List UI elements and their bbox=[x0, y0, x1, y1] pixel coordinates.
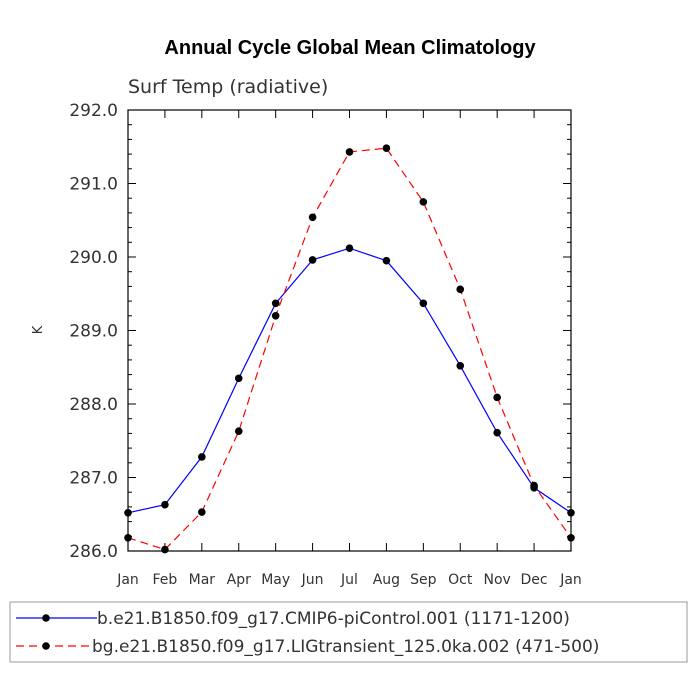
data-point-series-1 bbox=[345, 148, 354, 156]
y-tick-label: 290.0 bbox=[69, 248, 118, 268]
data-point-series-0 bbox=[234, 374, 243, 383]
y-tick-label: 286.0 bbox=[69, 542, 118, 562]
data-point-series-0 bbox=[271, 299, 280, 308]
y-tick-label: 291.0 bbox=[69, 175, 118, 195]
data-point-series-1 bbox=[308, 213, 317, 222]
y-tick-label: 292.0 bbox=[69, 101, 118, 121]
x-tick-label: Jun bbox=[301, 572, 324, 588]
legend-marker-1 bbox=[42, 642, 50, 650]
x-tick-label: Aug bbox=[373, 572, 400, 588]
data-point-series-0 bbox=[419, 299, 428, 308]
data-point-series-1 bbox=[493, 393, 501, 402]
y-tick-label: 287.0 bbox=[69, 469, 118, 489]
data-point-series-0 bbox=[567, 508, 575, 517]
x-tick-label: Jan bbox=[559, 572, 582, 588]
x-tick-label: Oct bbox=[448, 572, 473, 588]
legend-label-1: bg.e21.B1850.f09_g17.LIGtransient_125.0k… bbox=[92, 637, 599, 657]
axis-ticks: 286.0 287.0 288.0 289.0 290.0 291.0 292.0 Jan Fe… bbox=[69, 101, 581, 588]
data-point-series-1 bbox=[161, 545, 169, 554]
x-tick-label: Feb bbox=[153, 572, 178, 588]
x-tick-label: Jul bbox=[340, 572, 358, 588]
x-tick-label: May bbox=[261, 572, 290, 588]
data-point-series-0 bbox=[124, 508, 132, 517]
data-point-series-1 bbox=[124, 533, 132, 542]
plot-frame bbox=[127, 109, 572, 552]
data-point-series-0 bbox=[382, 256, 391, 265]
data-point-series-1 bbox=[234, 427, 243, 435]
data-point-series-1 bbox=[530, 481, 538, 490]
y-tick-label: 289.0 bbox=[69, 322, 118, 342]
series-line-1 bbox=[127, 147, 572, 551]
legend: b.e21.B1850.f09_g17.CMIP6-piControl.001 … bbox=[9, 601, 688, 663]
data-point-series-0 bbox=[345, 244, 354, 252]
data-point-series-0 bbox=[198, 453, 206, 461]
series-layer bbox=[124, 144, 575, 554]
x-tick-label: Nov bbox=[484, 572, 511, 588]
x-tick-label: Sep bbox=[410, 572, 437, 588]
legend-label-0: b.e21.B1850.f09_g17.CMIP6-piControl.001 … bbox=[97, 609, 570, 629]
y-axis-label: K bbox=[31, 325, 46, 334]
data-point-series-0 bbox=[308, 256, 317, 264]
legend-box bbox=[9, 601, 688, 663]
x-tick-label: Mar bbox=[189, 572, 216, 588]
legend-marker-0 bbox=[42, 614, 50, 622]
data-point-series-1 bbox=[382, 144, 391, 153]
chart-title: Annual Cycle Global Mean Climatology bbox=[164, 37, 536, 59]
x-tick-label: Apr bbox=[227, 572, 251, 588]
data-point-series-1 bbox=[419, 198, 428, 206]
data-point-series-1 bbox=[456, 285, 465, 294]
data-point-series-0 bbox=[493, 428, 501, 437]
x-tick-label: Dec bbox=[521, 572, 548, 588]
data-point-series-1 bbox=[567, 533, 575, 542]
data-point-series-0 bbox=[161, 500, 169, 509]
data-point-series-1 bbox=[271, 312, 280, 320]
data-point-series-1 bbox=[198, 508, 206, 516]
x-tick-label: Jan bbox=[116, 572, 139, 588]
y-tick-label: 288.0 bbox=[69, 395, 118, 415]
data-point-series-0 bbox=[456, 361, 465, 370]
series-line-0 bbox=[127, 247, 572, 514]
chart-subtitle: Surf Temp (radiative) bbox=[128, 76, 328, 98]
